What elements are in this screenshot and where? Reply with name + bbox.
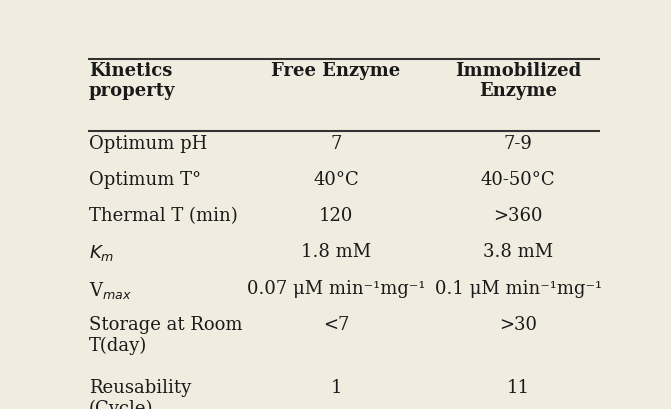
Text: Reusability
(Cycle): Reusability (Cycle) bbox=[89, 379, 191, 409]
Text: Storage at Room
T(day): Storage at Room T(day) bbox=[89, 316, 243, 355]
Text: Thermal T (min): Thermal T (min) bbox=[89, 207, 238, 225]
Text: 11: 11 bbox=[507, 379, 529, 397]
Text: 0.07 μM min⁻¹mg⁻¹: 0.07 μM min⁻¹mg⁻¹ bbox=[247, 280, 425, 298]
Text: 3.8 mM: 3.8 mM bbox=[483, 243, 553, 261]
Text: 120: 120 bbox=[319, 207, 353, 225]
Text: 40°C: 40°C bbox=[313, 171, 359, 189]
Text: Immobilized
Enzyme: Immobilized Enzyme bbox=[455, 62, 581, 101]
Text: Free Enzyme: Free Enzyme bbox=[272, 62, 401, 80]
Text: Optimum pH: Optimum pH bbox=[89, 135, 207, 153]
Text: 40-50°C: 40-50°C bbox=[481, 171, 556, 189]
Text: >30: >30 bbox=[499, 316, 537, 334]
Text: Kinetics
property: Kinetics property bbox=[89, 62, 176, 101]
Text: 1: 1 bbox=[330, 379, 342, 397]
Text: >360: >360 bbox=[493, 207, 543, 225]
Text: 0.1 μM min⁻¹mg⁻¹: 0.1 μM min⁻¹mg⁻¹ bbox=[435, 280, 602, 298]
Text: 1.8 mM: 1.8 mM bbox=[301, 243, 371, 261]
Text: 7-9: 7-9 bbox=[504, 135, 533, 153]
Text: $K_m$: $K_m$ bbox=[89, 243, 114, 263]
Text: <7: <7 bbox=[323, 316, 350, 334]
Text: V$_{max}$: V$_{max}$ bbox=[89, 280, 132, 301]
Text: Optimum T°: Optimum T° bbox=[89, 171, 201, 189]
Text: 7: 7 bbox=[330, 135, 342, 153]
